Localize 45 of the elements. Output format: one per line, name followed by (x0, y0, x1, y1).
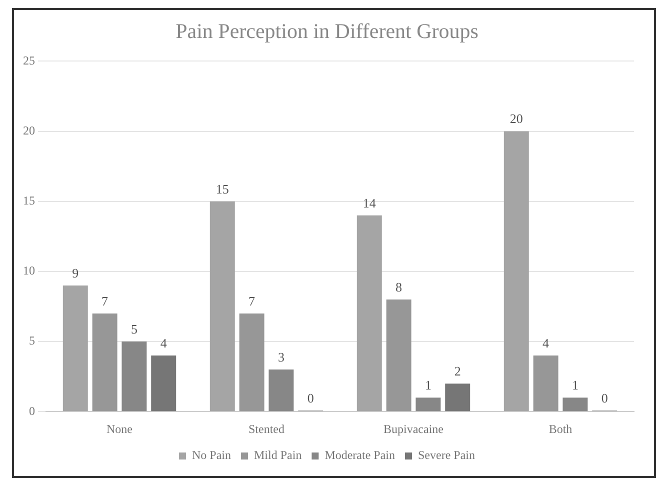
y-tick-label: 5 (29, 334, 35, 348)
bar (210, 201, 235, 412)
data-label: 8 (396, 279, 402, 294)
bar (416, 398, 441, 412)
x-tick-label: None (106, 422, 132, 436)
bar (504, 131, 529, 412)
bar (533, 356, 558, 412)
y-tick-label: 15 (23, 194, 35, 208)
bar (122, 342, 147, 412)
bar (268, 370, 294, 412)
legend-label: Severe Pain (418, 448, 475, 462)
data-label: 1 (572, 378, 578, 393)
data-label: 7 (248, 293, 256, 308)
data-label: 7 (102, 293, 109, 308)
data-label: 4 (160, 335, 168, 350)
legend-label: No Pain (192, 448, 232, 462)
x-tick-label: Both (548, 422, 572, 436)
data-label: 9 (72, 265, 79, 280)
y-tick-label: 25 (23, 53, 35, 68)
legend-label: Moderate Pain (324, 448, 395, 462)
y-tick-label: 20 (23, 123, 35, 138)
legend-label: Mild Pain (254, 448, 302, 462)
data-label: 20 (510, 111, 523, 126)
data-label: 2 (454, 363, 461, 378)
data-label: 15 (216, 181, 229, 196)
data-label: 3 (278, 349, 284, 364)
data-label: 1 (424, 378, 432, 393)
data-label: 5 (130, 321, 138, 336)
x-tick-label: Stented (248, 422, 284, 436)
data-label: 0 (307, 390, 314, 406)
data-label: 4 (542, 335, 550, 350)
bar (356, 215, 382, 412)
y-tick-label: 10 (23, 264, 35, 278)
x-tick-label: Bupivacaine (384, 422, 444, 436)
bar (562, 398, 588, 412)
bar (62, 285, 88, 412)
bar (445, 384, 470, 412)
bar (239, 313, 264, 412)
data-label: 14 (362, 195, 376, 210)
bar (92, 313, 118, 412)
bar (386, 299, 412, 412)
chart-title: Pain Perception in Different Groups (176, 19, 478, 44)
y-tick-label: 0 (29, 404, 35, 418)
data-label: 0 (601, 390, 608, 406)
bar (151, 356, 176, 412)
